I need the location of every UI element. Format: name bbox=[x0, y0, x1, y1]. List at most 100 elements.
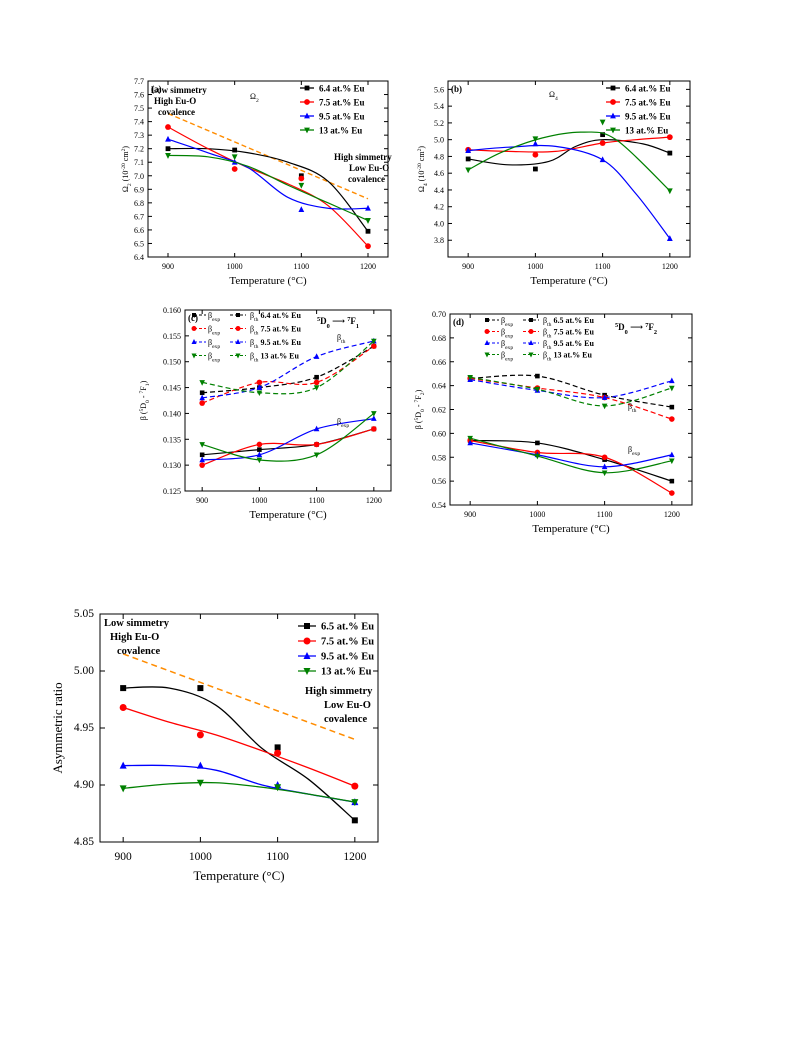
legend-label-exp: βexp bbox=[501, 351, 513, 363]
transition-label-part-5: F bbox=[350, 316, 356, 326]
legend-label-th-part-2: 9.5 at.% Eu bbox=[551, 339, 594, 348]
panel-label: (d) bbox=[453, 317, 464, 327]
data-point-exp bbox=[371, 415, 377, 421]
data-point bbox=[465, 147, 472, 153]
x-tick-label: 1100 bbox=[595, 262, 611, 271]
legend-marker bbox=[610, 127, 616, 134]
legend-label: 13 at.% Eu bbox=[625, 126, 668, 136]
plot-frame bbox=[184, 309, 392, 492]
x-tick-label: 1100 bbox=[266, 851, 289, 863]
legend-label-exp-part-1: exp bbox=[212, 317, 220, 323]
y-tick-label: 6.7 bbox=[134, 212, 144, 221]
fit-curve-th bbox=[201, 345, 375, 404]
transition-label-part-2: 0 bbox=[327, 323, 330, 330]
data-point bbox=[351, 782, 359, 790]
y-axis-label-part-0: Ω bbox=[417, 186, 426, 192]
x-tick-label: 1200 bbox=[366, 496, 382, 505]
legend-marker-th bbox=[235, 326, 241, 331]
x-axis-label: Temperature (°C) bbox=[229, 275, 307, 287]
x-tick-label: 900 bbox=[115, 851, 133, 863]
legend-label-th-part-0: β bbox=[250, 325, 254, 334]
y-tick-label: 7.0 bbox=[134, 172, 144, 181]
data-point-exp bbox=[256, 441, 263, 448]
legend-label-exp-part-1: exp bbox=[212, 331, 220, 337]
legend-label-exp: βexp bbox=[208, 338, 220, 350]
legend-label: 13 at.% Eu bbox=[319, 126, 362, 136]
y-axis-label-part-5: 7 bbox=[414, 399, 420, 402]
y-tick-label: 0.58 bbox=[432, 453, 446, 462]
legend-label-th: βth 6.5 at.% Eu bbox=[543, 316, 594, 328]
legend-label-th-part-0: β bbox=[250, 338, 254, 347]
annotation-low: High Eu-O bbox=[110, 632, 159, 643]
x-axis-label: Temperature (°C) bbox=[193, 868, 284, 883]
panel-a: 900 1000 1100 1200 6.4 6.5 6.6 6.7 6.8 6.9 7.0 7.1 7… bbox=[121, 77, 392, 287]
legend-label-th-part-2: 13 at.% Eu bbox=[258, 352, 299, 361]
y-tick-label: 4.85 bbox=[74, 836, 94, 848]
legend-label-th-part-2: 6.5 at.% Eu bbox=[551, 316, 594, 325]
data-point bbox=[365, 243, 371, 250]
legend-label-exp: βexp bbox=[208, 325, 220, 337]
legend-marker-exp bbox=[191, 339, 197, 344]
data-point bbox=[465, 156, 471, 162]
legend-label-exp-part-1: exp bbox=[212, 358, 220, 364]
data-point-exp bbox=[535, 440, 540, 446]
data-point bbox=[365, 218, 371, 224]
data-point-exp bbox=[313, 441, 320, 448]
data-point-exp bbox=[669, 490, 675, 496]
legend-marker-exp bbox=[192, 313, 196, 317]
legend-label-exp-part-1: exp bbox=[505, 322, 513, 328]
x-axis-label: Temperature (°C) bbox=[532, 523, 610, 535]
fit-curve bbox=[167, 147, 369, 232]
legend-label-th-part-1: th bbox=[547, 345, 552, 351]
data-point-exp bbox=[534, 453, 541, 460]
data-point-th bbox=[199, 380, 205, 386]
beta-th-annotation: βth bbox=[337, 333, 346, 345]
y-tick-label: 4.4 bbox=[434, 186, 444, 195]
fit-curve bbox=[468, 139, 671, 166]
legend-marker bbox=[610, 112, 616, 119]
y-tick-label: 0.60 bbox=[432, 429, 446, 438]
x-tick-label: 900 bbox=[196, 496, 208, 505]
panel-b: 900 1000 1100 1200 3.8 4.0 4.2 4.4 4.6 4.8 5.0 5.2 5… bbox=[417, 80, 691, 287]
annotation-low: covalence bbox=[117, 646, 160, 657]
legend-label-exp-part-0: β bbox=[208, 352, 212, 361]
data-point-exp bbox=[313, 425, 320, 432]
y-axis-label-part-8: ) bbox=[139, 380, 148, 383]
transition-label: 5D0 ⟶ 7F2 bbox=[615, 322, 657, 336]
data-point-exp bbox=[256, 457, 263, 464]
y-tick-label: 6.8 bbox=[134, 199, 144, 208]
y-tick-label: 0.70 bbox=[432, 310, 446, 319]
data-point bbox=[196, 779, 204, 787]
legend-marker-exp bbox=[484, 340, 490, 345]
beta-th-annotation-part-1: th bbox=[341, 339, 346, 345]
legend-label-th-part-2: 13 at.% Eu bbox=[551, 351, 592, 360]
legend-label-exp-part-0: β bbox=[501, 351, 505, 360]
legend-label-exp: βexp bbox=[501, 339, 513, 351]
data-point-exp bbox=[467, 439, 473, 446]
panel-label: (b) bbox=[451, 84, 462, 94]
y-tick-label: 4.0 bbox=[434, 219, 444, 228]
data-point-exp bbox=[601, 463, 608, 470]
data-point bbox=[532, 136, 539, 143]
data-point bbox=[532, 140, 539, 147]
fit-curve bbox=[468, 144, 671, 239]
data-point-exp bbox=[257, 447, 262, 452]
beta-exp-annotation-part-1: exp bbox=[341, 423, 349, 429]
data-point-th bbox=[601, 403, 608, 410]
y-tick-label: 4.6 bbox=[434, 169, 444, 178]
legend-marker-exp bbox=[191, 326, 197, 331]
legend-label-th: βth 13 at.% Eu bbox=[543, 351, 592, 363]
legend-marker-th bbox=[529, 318, 533, 322]
data-point-th bbox=[199, 390, 205, 396]
y-axis-label: Ω4 (10-20 cm2) bbox=[417, 146, 429, 192]
legend-marker bbox=[610, 99, 616, 105]
legend-label-exp-part-1: exp bbox=[505, 345, 513, 351]
data-point bbox=[196, 731, 204, 739]
legend-label-th-part-1: th bbox=[547, 322, 552, 328]
legend-label-th-part-1: th bbox=[254, 358, 259, 364]
data-point-th bbox=[256, 379, 263, 386]
legend-label-exp-part-1: exp bbox=[212, 344, 220, 350]
y-axis-label: β (5D0 - 7F1) bbox=[139, 380, 151, 420]
legend-label-exp: βexp bbox=[501, 328, 513, 340]
data-point-exp bbox=[256, 451, 263, 458]
